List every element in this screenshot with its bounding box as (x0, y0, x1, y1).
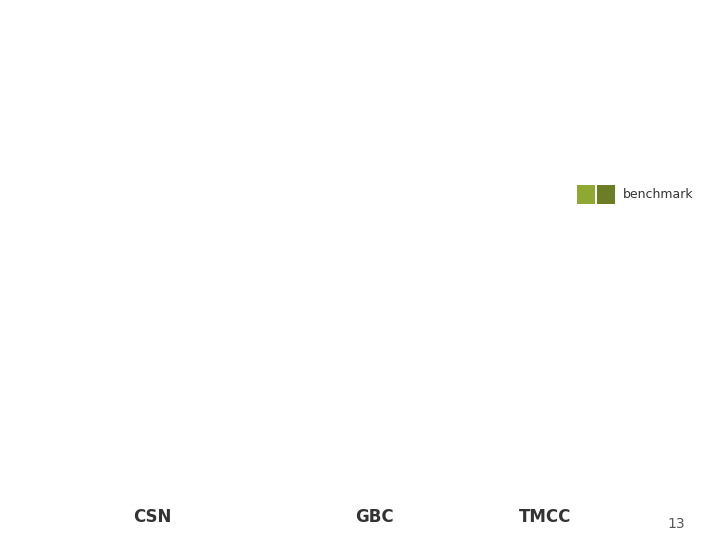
FancyBboxPatch shape (598, 185, 615, 204)
Text: 13: 13 (667, 517, 685, 531)
Text: CSN: CSN (133, 508, 172, 526)
FancyBboxPatch shape (577, 185, 595, 204)
Text: TMCC: TMCC (519, 508, 572, 526)
Text: Enrolled in English in the First Year of Enrollment: Enrolled in English in the First Year of… (0, 89, 720, 117)
Text: Percent of First-Time, Degree-Seeking Students that: Percent of First-Time, Degree-Seeking St… (0, 29, 720, 57)
Text: BENCHMARKS – 2 YEAR INSTITUTIONS (ENGLISH): BENCHMARKS – 2 YEAR INSTITUTIONS (ENGLIS… (168, 151, 552, 165)
Text: GBC: GBC (355, 508, 394, 526)
Text: benchmark: benchmark (623, 188, 693, 201)
